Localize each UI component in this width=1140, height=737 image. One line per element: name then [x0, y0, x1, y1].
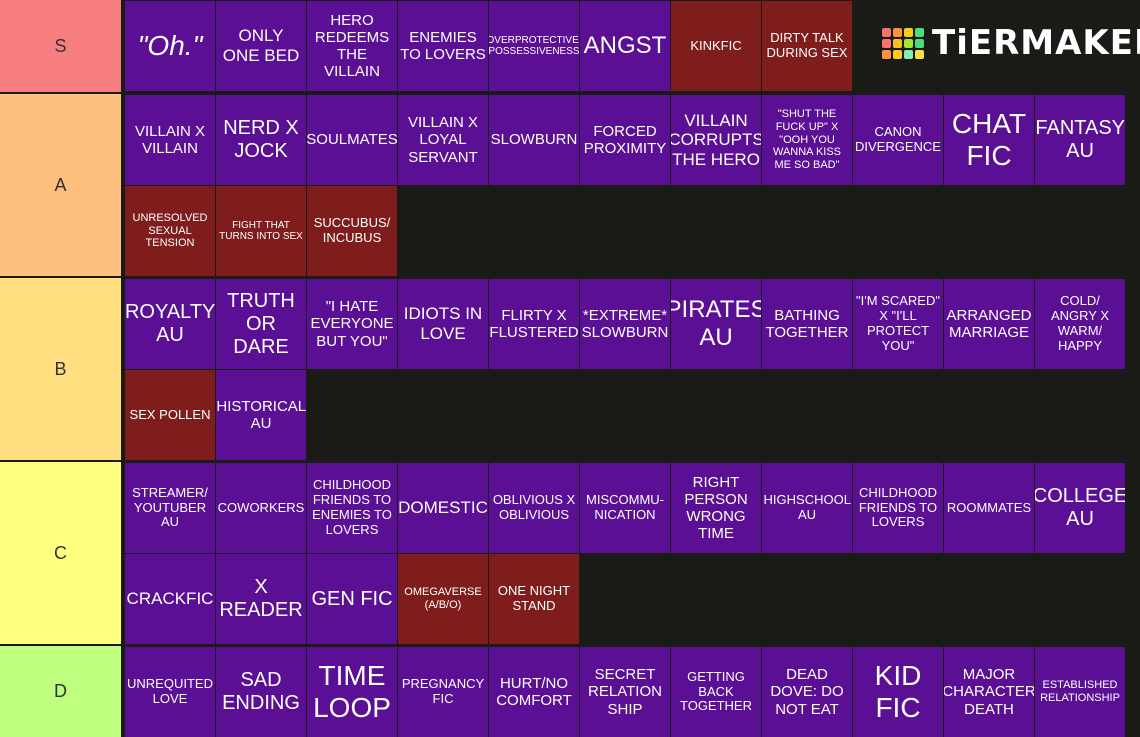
tier-item[interactable]: DEAD DOVE: DO NOT EAT [762, 647, 852, 737]
tier-item[interactable]: CHAT FIC [944, 95, 1034, 185]
tier-label-b[interactable]: B [0, 278, 123, 460]
tier-item[interactable]: FANTASY AU [1035, 95, 1125, 185]
tier-item[interactable]: TIME LOOP [307, 647, 397, 737]
tier-item[interactable]: PREGNANCY FIC [398, 647, 488, 737]
tier-item[interactable]: GETTING BACK TOGETHER [671, 647, 761, 737]
tier-item[interactable]: STREAMER/ YOUTUBER AU [125, 463, 215, 553]
logo-grid-cell [915, 49, 924, 59]
logo-grid-cell [893, 49, 902, 59]
logo-grid-cell [893, 38, 902, 48]
logo-text: TiERMAKER [932, 23, 1140, 63]
tier-item[interactable]: NERD X JOCK [216, 95, 306, 185]
tier-row-d: D UNREQUITED LOVE SAD ENDING TIME LOOP PREG… [0, 646, 1140, 737]
tier-item[interactable]: UNREQUITED LOVE [125, 647, 215, 737]
tier-item[interactable]: HISTORICAL AU [216, 370, 306, 460]
logo-grid-cell [915, 38, 924, 48]
tier-item[interactable]: "SHUT THE FUCK UP" X "OOH YOU WANNA KISS… [762, 95, 852, 185]
tier-item[interactable]: HURT/NO COMFORT [489, 647, 579, 737]
tier-item[interactable]: ARRANGED MARRIAGE [944, 279, 1034, 369]
tier-item[interactable]: *EXTREME* SLOWBURN [580, 279, 670, 369]
tier-item[interactable]: MISCOMMU- NICATION [580, 463, 670, 553]
tier-item[interactable]: ESTABLISHED RELATIONSHIP [1035, 647, 1125, 737]
tier-item[interactable]: SUCCUBUS/ INCUBUS [307, 186, 397, 276]
tier-item[interactable]: VILLAIN X LOYAL SERVANT [398, 95, 488, 185]
tier-item[interactable]: FLIRTY X FLUSTERED [489, 279, 579, 369]
logo-grid-cell [904, 38, 913, 48]
tier-item[interactable]: KINKFIC [671, 1, 761, 91]
tier-item[interactable]: KID FIC [853, 647, 943, 737]
tier-item[interactable]: "Oh." [125, 1, 215, 91]
tier-item[interactable]: UNRESOLVED SEXUAL TENSION [125, 186, 215, 276]
tier-item[interactable]: COWORKERS [216, 463, 306, 553]
logo-grid-icon [882, 27, 924, 59]
tier-item[interactable]: TRUTH OR DARE [216, 279, 306, 369]
tier-label-s[interactable]: S [0, 0, 123, 92]
tier-item[interactable]: ONE NIGHT STAND [489, 554, 579, 644]
tiermaker-logo: TiERMAKER [882, 18, 1140, 68]
logo-grid-cell [915, 27, 924, 37]
tier-item[interactable]: OMEGAVERSE (A/B/O) [398, 554, 488, 644]
tier-item[interactable]: CRACKFIC [125, 554, 215, 644]
tier-item[interactable]: FIGHT THAT TURNS INTO SEX [216, 186, 306, 276]
logo-grid-cell [893, 27, 902, 37]
logo-grid-cell [882, 38, 891, 48]
tier-item[interactable]: X READER [216, 554, 306, 644]
tier-item[interactable]: SLOWBURN [489, 95, 579, 185]
tier-item[interactable]: ROOMMATES [944, 463, 1034, 553]
tier-item[interactable]: ENEMIES TO LOVERS [398, 1, 488, 91]
tier-row-a: A VILLAIN X VILLAIN NERD X JOCK SOULMATES V… [0, 94, 1140, 276]
tier-item[interactable]: RIGHT PERSON WRONG TIME [671, 463, 761, 553]
tier-item[interactable]: ANGST [580, 1, 670, 91]
tier-item[interactable]: IDIOTS IN LOVE [398, 279, 488, 369]
logo-grid-cell [904, 49, 913, 59]
tier-item[interactable]: CANON DIVERGENCE [853, 95, 943, 185]
tier-item[interactable]: "I HATE EVERYONE BUT YOU" [307, 279, 397, 369]
tier-item[interactable]: HERO REDEEMS THE VILLAIN [307, 1, 397, 91]
logo-grid-cell [882, 27, 891, 37]
tier-item[interactable]: MAJOR CHARACTER DEATH [944, 647, 1034, 737]
tier-item[interactable]: FORCED PROXIMITY [580, 95, 670, 185]
tier-row-c: C STREAMER/ YOUTUBER AU COWORKERS CHILDHOO… [0, 462, 1140, 644]
tier-row-s: S "Oh." ONLY ONE BED HERO REDEEMS THE VILL… [0, 0, 1140, 92]
tier-item[interactable]: GEN FIC [307, 554, 397, 644]
tier-item[interactable]: OVERPROTECTIVE/ POSSESSIVENESS [489, 1, 579, 91]
tier-item[interactable]: SECRET RELATION SHIP [580, 647, 670, 737]
tier-item[interactable]: CHILDHOOD FRIENDS TO LOVERS [853, 463, 943, 553]
tier-item[interactable]: CHILDHOOD FRIENDS TO ENEMIES TO LOVERS [307, 463, 397, 553]
tier-label-c[interactable]: C [0, 462, 123, 644]
tier-item[interactable]: OBLIVIOUS X OBLIVIOUS [489, 463, 579, 553]
tier-label-a[interactable]: A [0, 94, 123, 276]
tier-label-d[interactable]: D [0, 646, 123, 737]
tier-item[interactable]: VILLAIN CORRUPTS THE HERO [671, 95, 761, 185]
logo-grid-cell [882, 49, 891, 59]
tier-item[interactable]: SEX POLLEN [125, 370, 215, 460]
tier-row-b: B ROYALTY AU TRUTH OR DARE "I HATE EVERYON… [0, 278, 1140, 460]
tier-item[interactable]: ROYALTY AU [125, 279, 215, 369]
tier-item[interactable]: VILLAIN X VILLAIN [125, 95, 215, 185]
tier-item[interactable]: SOULMATES [307, 95, 397, 185]
tier-item[interactable]: DIRTY TALK DURING SEX [762, 1, 852, 91]
tier-item[interactable]: DOMESTIC [398, 463, 488, 553]
tier-item[interactable]: COLLEGE AU [1035, 463, 1125, 553]
tier-item[interactable]: PIRATES AU [671, 279, 761, 369]
tier-item[interactable]: BATHING TOGETHER [762, 279, 852, 369]
logo-grid-cell [904, 27, 913, 37]
tier-item[interactable]: ONLY ONE BED [216, 1, 306, 91]
tier-item[interactable]: "I'M SCARED" X "I'LL PROTECT YOU" [853, 279, 943, 369]
tier-item[interactable]: SAD ENDING [216, 647, 306, 737]
tier-item[interactable]: HIGHSCHOOL AU [762, 463, 852, 553]
tier-item[interactable]: COLD/ ANGRY X WARM/ HAPPY [1035, 279, 1125, 369]
